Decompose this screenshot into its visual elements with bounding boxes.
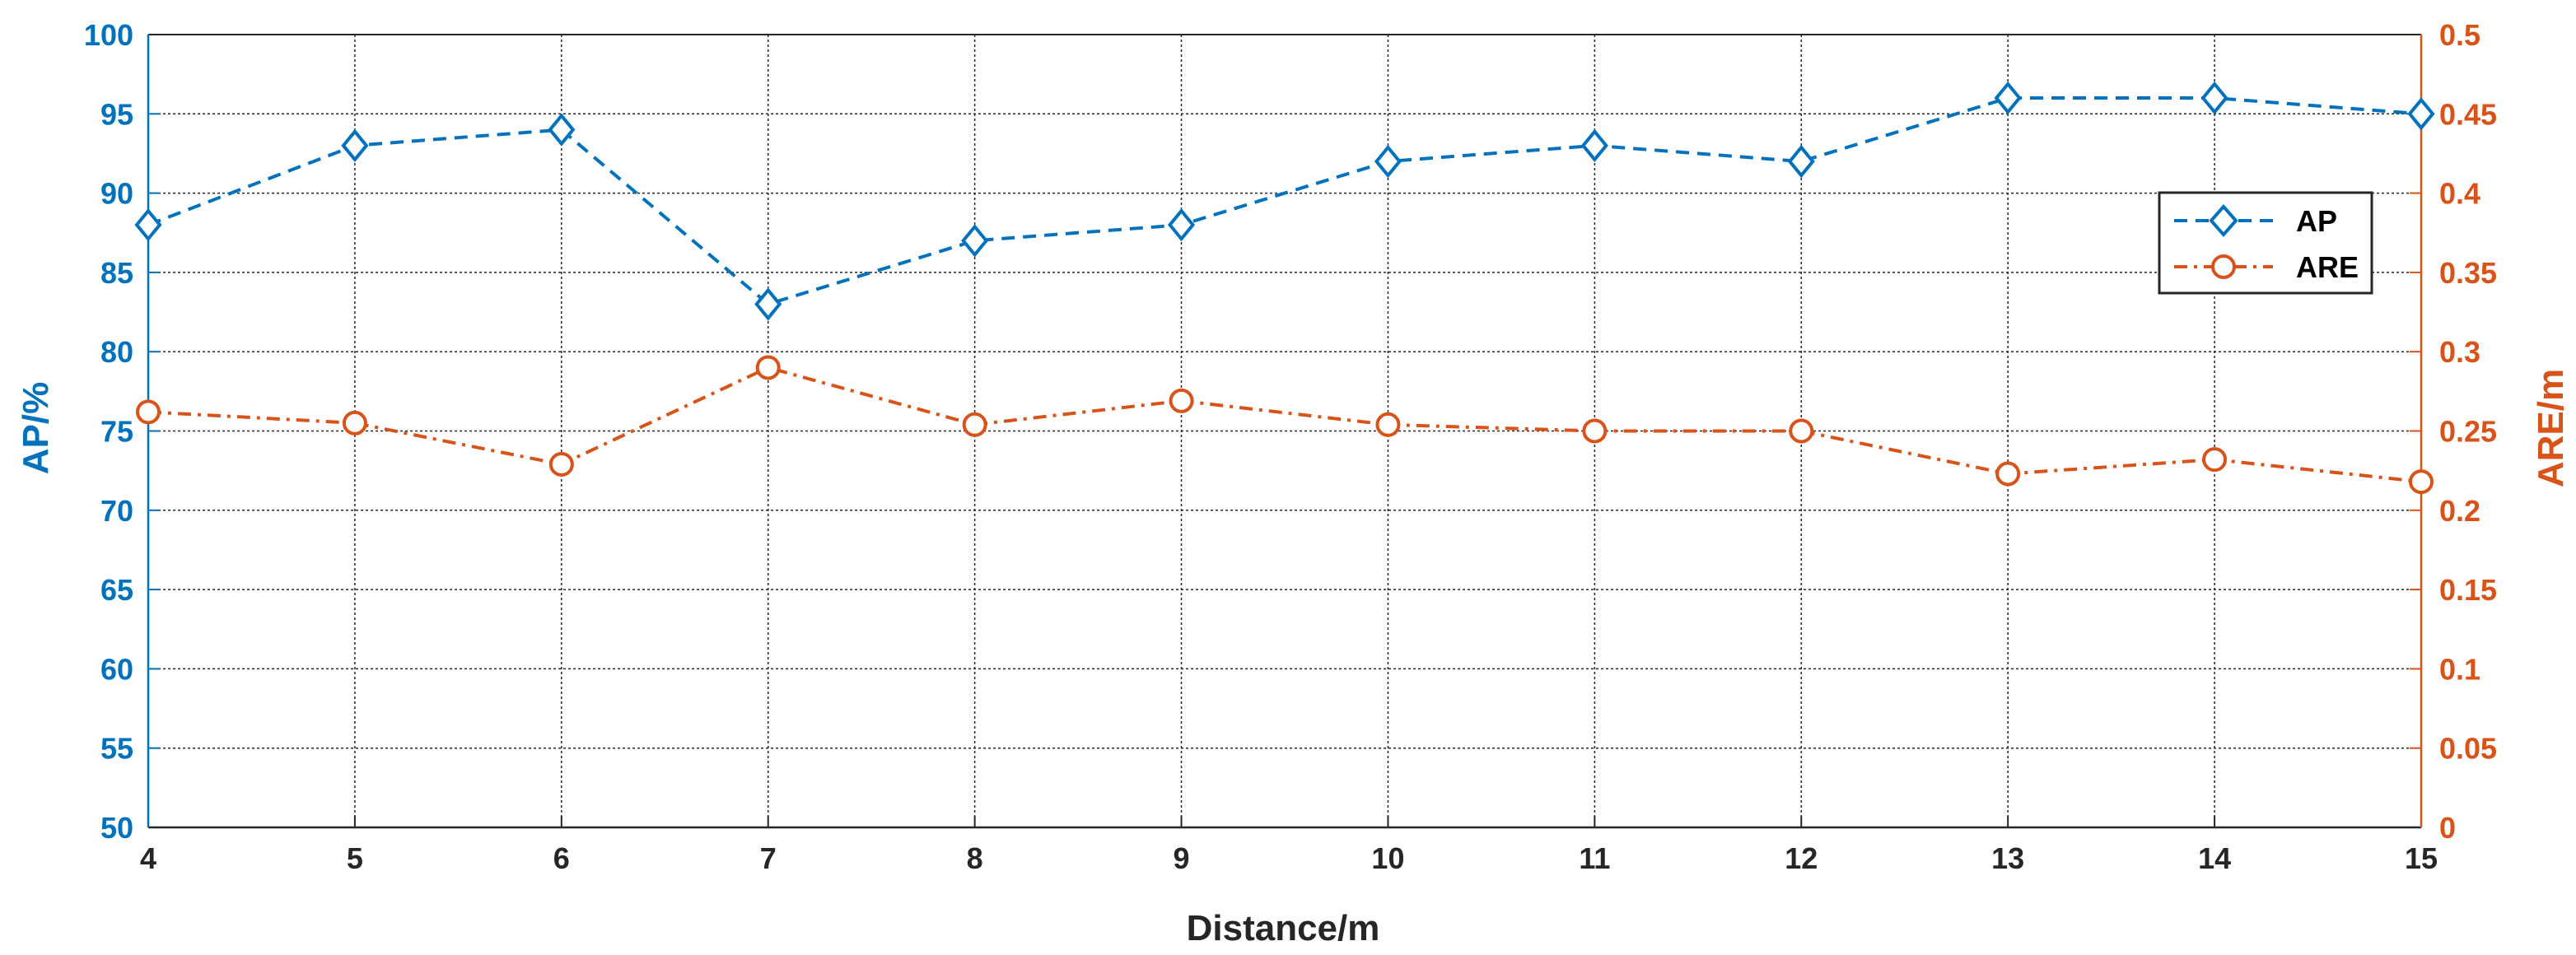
- data-point-are: [1789, 418, 1814, 444]
- data-point-are: [2409, 469, 2434, 495]
- data-point-ap: [1167, 207, 1196, 242]
- legend-box: [2158, 191, 2373, 295]
- legend-ap-marker: [2209, 203, 2238, 238]
- series-layer: [134, 81, 2435, 495]
- x-tick-label: 11: [1579, 841, 1610, 875]
- x-tick-label: 7: [760, 841, 777, 875]
- y-left-tick-label: 90: [100, 177, 133, 211]
- data-point-ap: [2200, 81, 2228, 115]
- x-tick-label: 5: [347, 841, 363, 875]
- data-point-are: [342, 410, 367, 436]
- y-left-tick-label: 75: [100, 415, 133, 449]
- y-right-tick-label: 0.3: [2439, 335, 2480, 369]
- y-right-tick-label: 0.05: [2439, 732, 2497, 766]
- x-tick-label: 15: [2405, 841, 2438, 875]
- legend: AP ARE: [2158, 191, 2373, 295]
- data-point-are: [2202, 447, 2228, 473]
- series-line-are: [147, 366, 2422, 484]
- y-left-tick-label: 65: [100, 573, 133, 607]
- data-point-ap: [754, 287, 782, 321]
- data-point-ap: [1374, 144, 1402, 179]
- data-point-are: [1169, 388, 1194, 413]
- y-right-tick-label: 0.45: [2439, 97, 2497, 131]
- data-point-ap: [548, 113, 576, 147]
- y-right-tick-label: 0: [2439, 811, 2456, 845]
- x-tick-label: 8: [967, 841, 983, 875]
- grid-lines: [148, 35, 2421, 827]
- y-left-tick-label: 85: [100, 256, 133, 290]
- legend-are-label: ARE: [2296, 250, 2359, 284]
- x-tick-label: 9: [1174, 841, 1190, 875]
- tick-labels: 4 5 6 7 8 9 10 11 12 13 14 15 50 55 60 65 70 75 80 85 90 95 10…: [84, 18, 2497, 875]
- x-tick-label: 14: [2198, 841, 2231, 875]
- data-point-ap: [961, 224, 989, 258]
- data-point-ap: [134, 207, 162, 242]
- x-axis-label: Distance/m: [1187, 908, 1380, 948]
- legend-ap-label: AP: [2296, 204, 2337, 238]
- y-right-tick-label: 0.1: [2439, 652, 2480, 686]
- y-axis-left-label: AP/%: [16, 382, 56, 474]
- y-left-tick-label: 55: [100, 732, 133, 766]
- data-point-ap: [1580, 128, 1608, 162]
- y-axis-right-label: ARE/m: [2531, 369, 2571, 487]
- y-left-tick-label: 100: [84, 18, 133, 52]
- data-point-are: [1995, 461, 2021, 487]
- data-point-are: [962, 412, 987, 437]
- data-point-are: [1582, 418, 1608, 444]
- y-right-tick-label: 0.4: [2439, 177, 2480, 211]
- y-left-tick-label: 70: [100, 494, 133, 528]
- x-tick-label: 12: [1785, 841, 1818, 875]
- data-point-ap: [2407, 97, 2435, 131]
- data-point-ap: [1994, 81, 2022, 115]
- data-point-ap: [341, 128, 369, 162]
- y-right-tick-label: 0.15: [2439, 573, 2497, 607]
- series-line-ap: [147, 96, 2422, 306]
- x-tick-label: 10: [1371, 841, 1404, 875]
- legend-are-marker: [2211, 254, 2236, 279]
- y-left-tick-label: 80: [100, 335, 133, 369]
- data-point-ap: [1787, 144, 1815, 179]
- data-point-are: [1375, 412, 1401, 437]
- x-tick-label: 6: [553, 841, 570, 875]
- y-left-tick-label: 95: [100, 97, 133, 131]
- x-tick-label: 13: [1991, 841, 2024, 875]
- y-left-tick-label: 50: [100, 811, 133, 845]
- y-right-tick-label: 0.2: [2439, 494, 2480, 528]
- y-left-tick-label: 60: [100, 652, 133, 686]
- axes: [147, 34, 2423, 829]
- data-point-are: [136, 399, 161, 425]
- data-point-are: [548, 451, 574, 477]
- y-right-tick-label: 0.25: [2439, 415, 2497, 449]
- x-tick-label: 4: [140, 841, 156, 875]
- y-right-tick-label: 0.35: [2439, 256, 2497, 290]
- data-point-are: [755, 355, 781, 380]
- y-right-tick-label: 0.5: [2439, 18, 2480, 52]
